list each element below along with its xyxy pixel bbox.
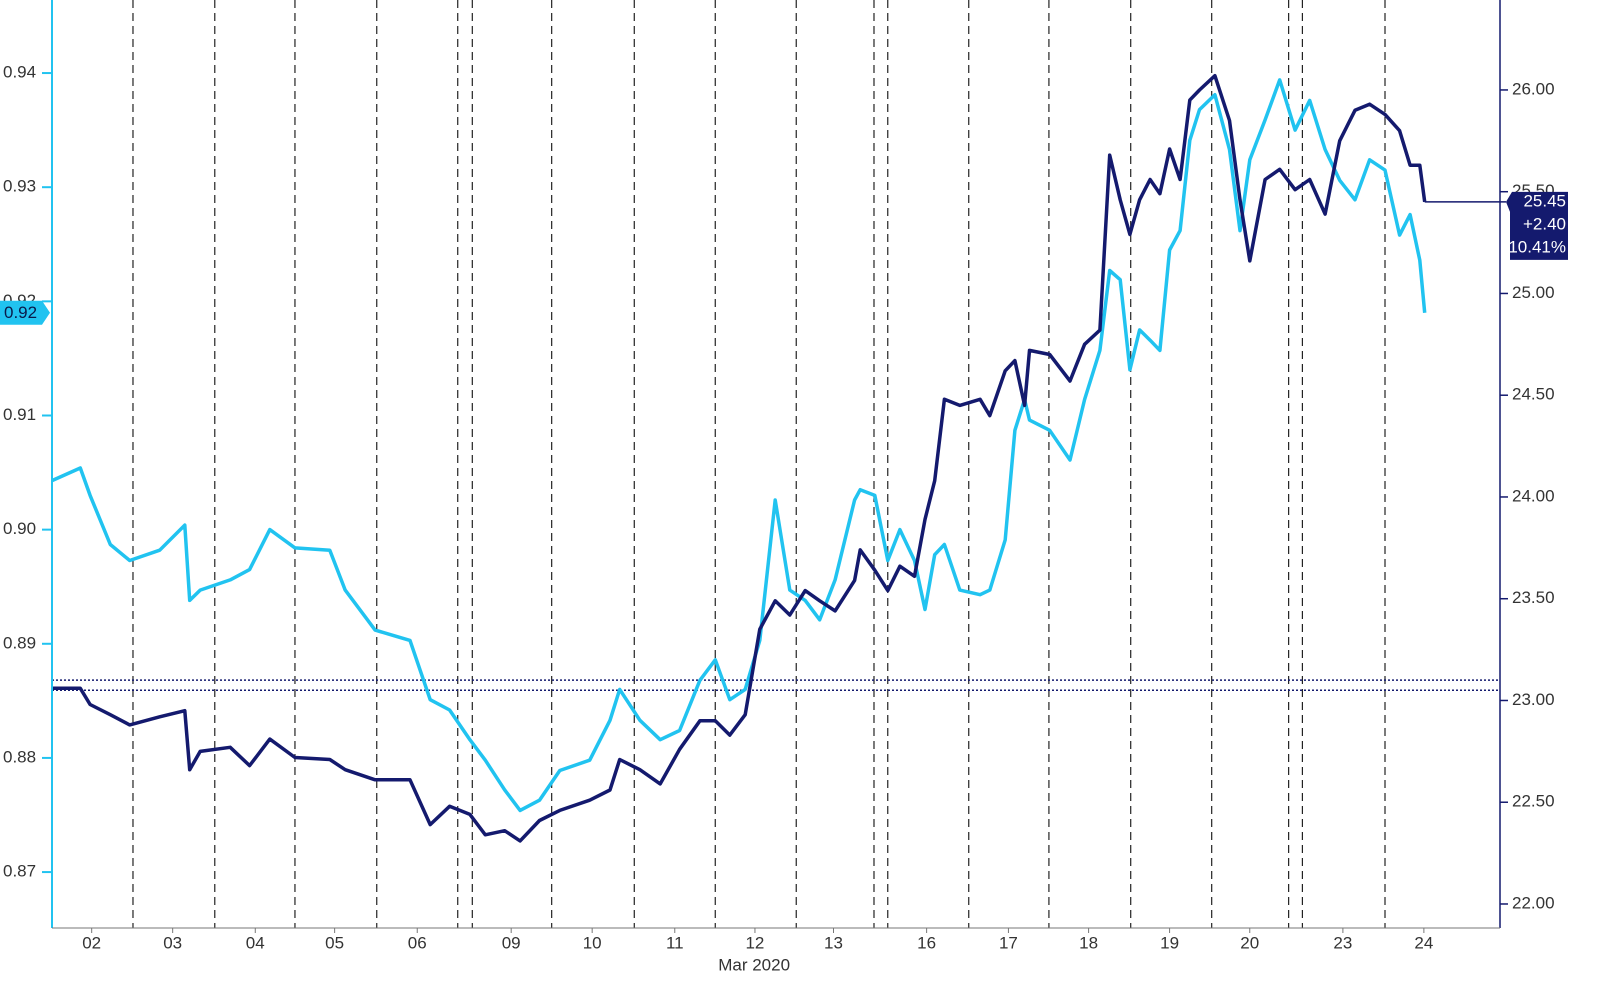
y2-tick-label: 23.00 (1512, 690, 1555, 709)
series-line (52, 73, 1427, 843)
y2-tick-label: 23.50 (1512, 588, 1555, 607)
x-axis-label: Mar 2020 (718, 955, 790, 974)
change-label: +2.40 (1523, 214, 1566, 233)
last-value-tag (1506, 191, 1568, 260)
x-tick-label: 10 (583, 933, 602, 952)
last-value-label: 25.45 (1523, 191, 1566, 210)
y-tick-label: 0.88 (3, 747, 36, 766)
change-pct-label: 10.41% (1508, 237, 1566, 256)
y2-tick-label: 26.00 (1512, 79, 1555, 98)
y-tick-label: 0.89 (3, 633, 36, 652)
grid-layer (52, 0, 1500, 928)
x-tick-label: 24 (1414, 933, 1433, 952)
series-line (51, 78, 1427, 813)
x-tick-label: 17 (999, 933, 1018, 952)
y2-tick-label: 22.00 (1512, 893, 1555, 912)
x-tick-label: 02 (82, 933, 101, 952)
x-tick-label: 13 (824, 933, 843, 952)
y-tick-label: 0.94 (3, 63, 36, 82)
x-tick-label: 23 (1333, 933, 1352, 952)
x-tick-label: 12 (745, 933, 764, 952)
y-tick-label: 0.87 (3, 862, 36, 881)
x-tick-label: 18 (1079, 933, 1098, 952)
x-tick-label: 20 (1240, 933, 1259, 952)
y-tick-label: 0.91 (3, 405, 36, 424)
x-tick-label: 03 (163, 933, 182, 952)
label-layer: 0.92 25.45 +2.40 10.41% (0, 191, 1568, 325)
y-tick-label: 0.93 (3, 177, 36, 196)
x-tick-label: 19 (1160, 933, 1179, 952)
x-tick-label: 16 (917, 933, 936, 952)
x-tick-label: 11 (666, 933, 684, 952)
y2-tick-label: 22.50 (1512, 792, 1555, 811)
x-tick-label: 04 (246, 933, 265, 952)
x-tick-label: 06 (408, 933, 427, 952)
last-value-tag (0, 300, 50, 325)
y2-tick-label: 24.00 (1512, 486, 1555, 505)
y2-tick-label: 24.50 (1512, 385, 1555, 404)
y-tick-label: 0.90 (3, 519, 36, 538)
x-tick-label: 09 (502, 933, 521, 952)
x-tick-label: 05 (325, 933, 344, 952)
axes-layer: 0.87 0.88 0.89 0.90 0.91 0.92 0.93 0.94 22.00 22.… (3, 0, 1555, 974)
last-value-label: 0.92 (4, 303, 37, 322)
y2-tick-label: 25.00 (1512, 283, 1555, 302)
series-layer (51, 73, 1427, 843)
